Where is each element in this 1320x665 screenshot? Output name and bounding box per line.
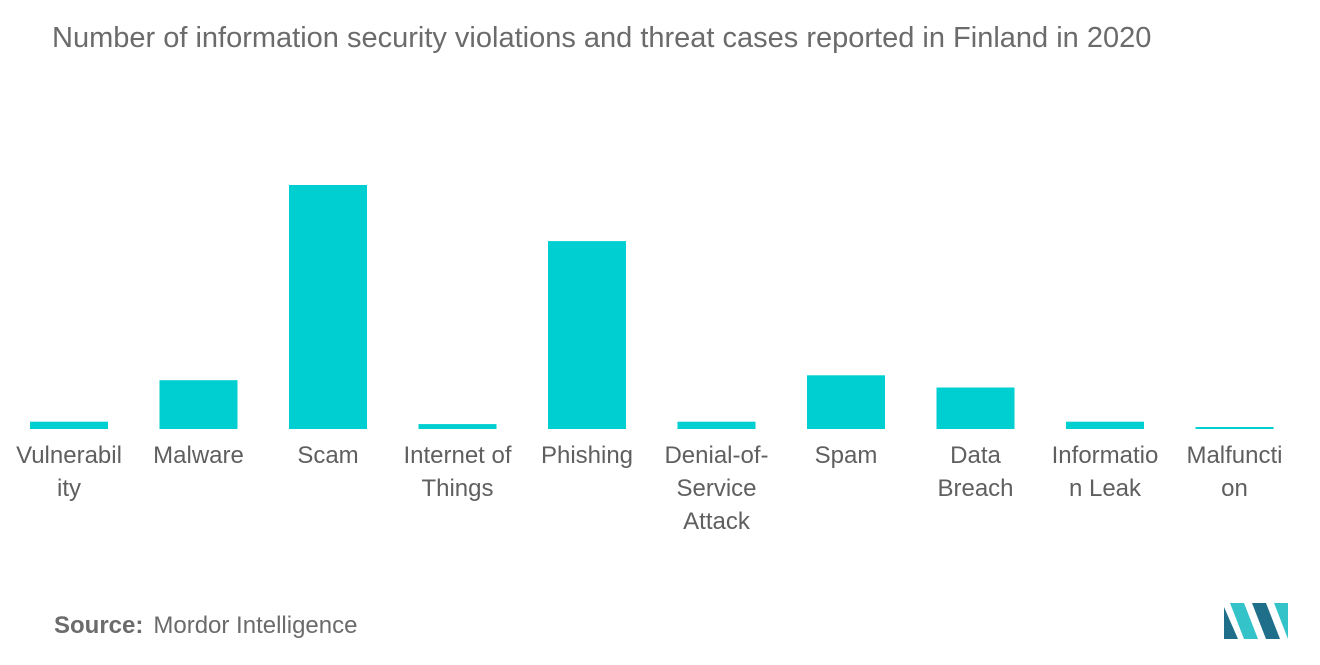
chart-title: Number of information security violation… bbox=[52, 22, 1152, 54]
category-label-4: Internet of Things bbox=[394, 439, 522, 505]
category-label-line: on bbox=[1221, 475, 1248, 502]
bar-chart bbox=[30, 185, 1274, 429]
category-label-line: Breach bbox=[937, 475, 1014, 502]
bar-1 bbox=[30, 421, 108, 429]
logo-shape-1 bbox=[1224, 607, 1238, 639]
mordor-logo-icon bbox=[1224, 603, 1288, 639]
category-label-7: Spam bbox=[782, 439, 910, 472]
category-label-line: Informatio bbox=[1051, 442, 1159, 469]
bar-3 bbox=[289, 185, 367, 429]
category-label-10: Malfuncti on bbox=[1171, 439, 1299, 505]
category-label-line: Malware bbox=[153, 442, 244, 469]
category-label-line: Vulnerabil bbox=[16, 442, 122, 469]
category-label-9: Informatio n Leak bbox=[1041, 439, 1169, 505]
category-label-6: Denial-of- Service Attack bbox=[653, 439, 781, 538]
bar-4 bbox=[418, 424, 497, 429]
bar-9 bbox=[1066, 421, 1144, 429]
category-label-line: Spam bbox=[814, 442, 878, 469]
source-line: Source: Mordor Intelligence bbox=[54, 612, 357, 640]
category-label-line: Phishing bbox=[540, 442, 634, 469]
bar-6 bbox=[677, 421, 756, 429]
logo-shape-2 bbox=[1230, 603, 1258, 639]
bar-2 bbox=[159, 380, 238, 429]
category-label-line: Things bbox=[421, 475, 494, 502]
category-label-8: Data Breach bbox=[912, 439, 1040, 505]
category-label-line: Denial-of- bbox=[664, 442, 769, 469]
bar-8 bbox=[936, 387, 1015, 429]
source-text: Mordor Intelligence bbox=[153, 612, 358, 639]
category-label-line: Internet of bbox=[403, 442, 512, 469]
category-label-line: Service bbox=[676, 475, 757, 502]
category-label-line: n Leak bbox=[1068, 475, 1142, 502]
category-label-3: Scam bbox=[264, 439, 392, 472]
category-label-5: Phishing bbox=[523, 439, 651, 472]
category-label-line: ity bbox=[57, 475, 81, 502]
bar-7 bbox=[807, 375, 885, 429]
category-label-line: Malfuncti bbox=[1186, 442, 1283, 469]
logo-shape-4 bbox=[1274, 603, 1288, 639]
source-label: Source: bbox=[54, 612, 144, 639]
category-label-2: Malware bbox=[135, 439, 263, 472]
category-label-1: Vulnerabil ity bbox=[5, 439, 133, 505]
category-label-line: Attack bbox=[683, 508, 750, 535]
category-label-line: Scam bbox=[297, 442, 359, 469]
category-label-line: Data bbox=[950, 442, 1001, 469]
bar-5 bbox=[548, 241, 626, 429]
logo-shape-3 bbox=[1252, 603, 1280, 639]
bar-10 bbox=[1195, 427, 1274, 429]
